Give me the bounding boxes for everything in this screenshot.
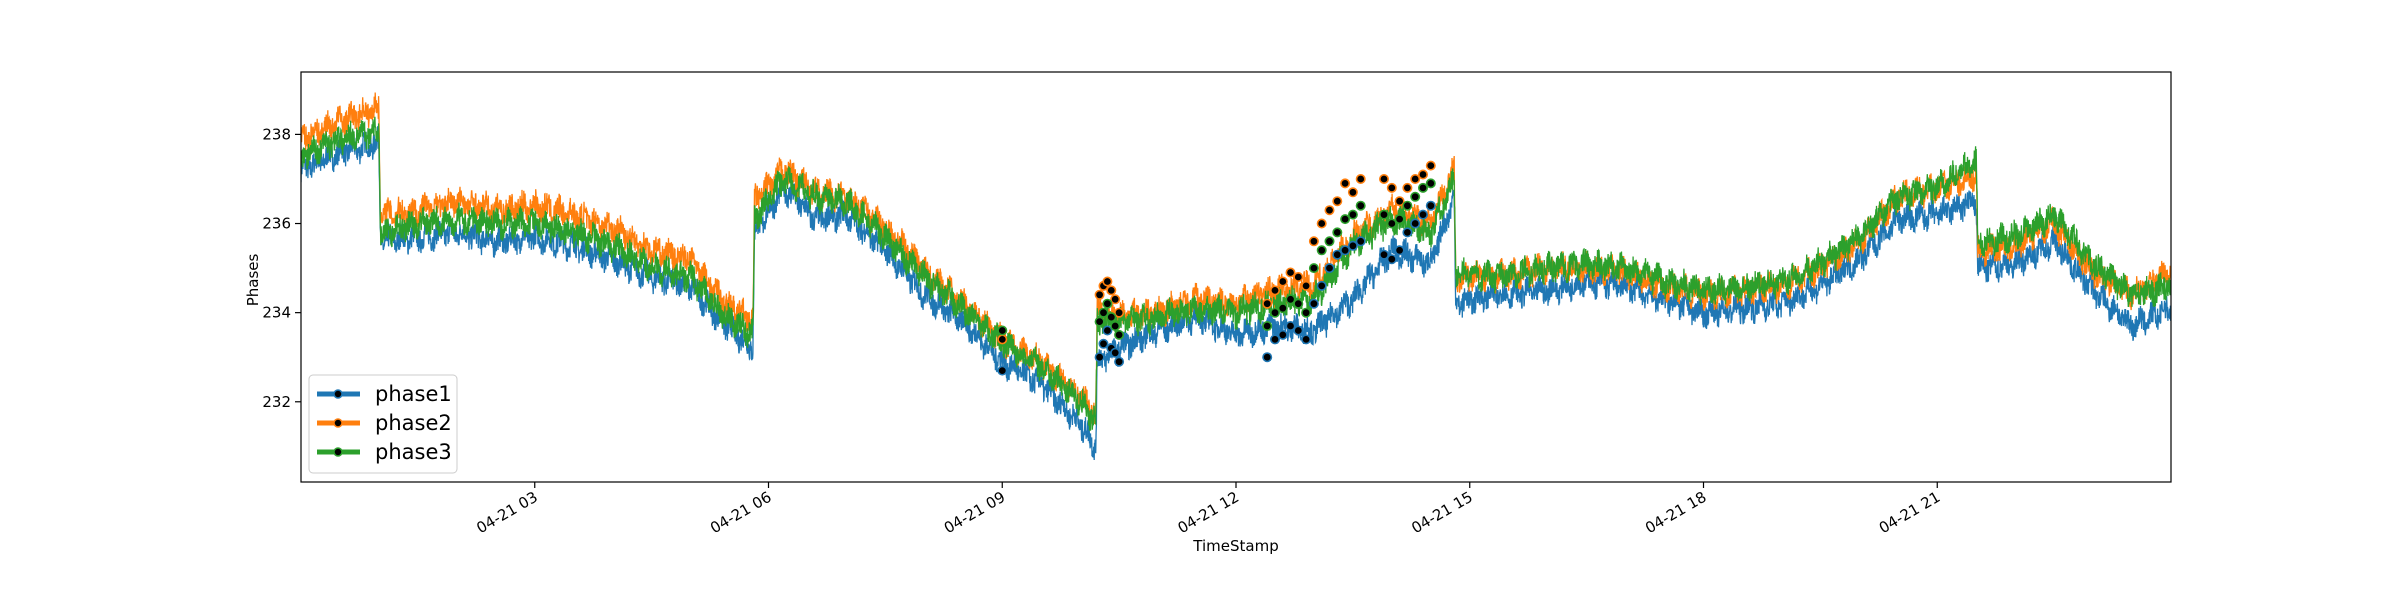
marker-point-phase1 <box>1094 352 1105 363</box>
marker-point-phase3 <box>997 325 1008 336</box>
y-tick-label: 232 <box>262 393 291 411</box>
marker-layer <box>997 160 1436 376</box>
marker-point-phase3 <box>1316 245 1327 256</box>
marker-point-phase2 <box>1355 174 1366 185</box>
marker-point-phase3 <box>1114 329 1125 340</box>
marker-point-phase1 <box>1379 249 1390 260</box>
marker-point-phase1 <box>1270 334 1281 345</box>
marker-point-phase3 <box>1347 209 1358 220</box>
marker-point-phase2 <box>1308 236 1319 247</box>
marker-point-phase1 <box>1386 254 1397 265</box>
marker-point-phase2 <box>1106 285 1117 296</box>
marker-point-phase2 <box>1277 276 1288 287</box>
marker-point-phase1 <box>1102 325 1113 336</box>
marker-point-phase1 <box>1425 200 1436 211</box>
marker-point-phase2 <box>1301 280 1312 291</box>
series-line-phase3 <box>301 116 2171 431</box>
marker-point-phase1 <box>1110 347 1121 358</box>
legend-label-phase1: phase1 <box>375 382 452 406</box>
marker-point-phase2 <box>1394 196 1405 207</box>
marker-point-phase3 <box>1394 214 1405 225</box>
marker-point-phase1 <box>1098 338 1109 349</box>
marker-point-phase2 <box>1418 169 1429 180</box>
marker-point-phase3 <box>1102 298 1113 309</box>
legend-label-phase3: phase3 <box>375 440 452 464</box>
marker-point-phase2 <box>1316 218 1327 229</box>
marker-point-phase3 <box>1379 209 1390 220</box>
marker-point-phase1 <box>1293 325 1304 336</box>
marker-point-phase3 <box>1425 178 1436 189</box>
marker-point-phase1 <box>1418 209 1429 220</box>
marker-point-phase2 <box>1262 298 1273 309</box>
marker-point-phase1 <box>1262 352 1273 363</box>
legend-marker-phase2 <box>333 418 343 428</box>
marker-point-phase2 <box>1094 289 1105 300</box>
marker-point-phase3 <box>1285 294 1296 305</box>
legend-box <box>308 374 458 474</box>
marker-point-phase2 <box>1102 276 1113 287</box>
marker-point-phase2 <box>1402 182 1413 193</box>
marker-point-phase3 <box>1324 236 1335 247</box>
marker-point-phase1 <box>1301 334 1312 345</box>
marker-point-phase2 <box>1386 182 1397 193</box>
marker-point-phase3 <box>1410 191 1421 202</box>
marker-point-phase1 <box>1277 329 1288 340</box>
marker-point-phase1 <box>1114 356 1125 367</box>
marker-point-phase3 <box>1098 307 1109 318</box>
marker-point-phase2 <box>1332 196 1343 207</box>
legend-marker-phase1 <box>333 389 343 399</box>
y-tick-label: 236 <box>262 215 291 233</box>
marker-point-phase3 <box>1301 307 1312 318</box>
marker-point-phase1 <box>1324 263 1335 274</box>
marker-point-phase1 <box>997 365 1008 376</box>
marker-point-phase3 <box>1293 298 1304 309</box>
marker-point-phase2 <box>1270 285 1281 296</box>
marker-point-phase3 <box>1386 218 1397 229</box>
marker-point-phase3 <box>1094 316 1105 327</box>
marker-point-phase2 <box>1379 174 1390 185</box>
marker-point-phase3 <box>1418 182 1429 193</box>
marker-point-phase3 <box>1262 320 1273 331</box>
marker-point-phase1 <box>1308 298 1319 309</box>
marker-point-phase2 <box>1340 178 1351 189</box>
marker-point-phase2 <box>1293 271 1304 282</box>
marker-point-phase3 <box>1308 263 1319 274</box>
legend-label-phase2: phase2 <box>375 411 452 435</box>
marker-point-phase1 <box>1347 240 1358 251</box>
marker-point-phase1 <box>1394 245 1405 256</box>
marker-point-phase2 <box>1114 307 1125 318</box>
marker-point-phase2 <box>1425 160 1436 171</box>
marker-point-phase3 <box>1402 200 1413 211</box>
y-tick-label: 234 <box>262 304 291 322</box>
series-layer <box>301 92 2171 461</box>
legend-marker-phase3 <box>333 447 343 457</box>
y-axis: 232 234 236 238 <box>262 125 301 411</box>
marker-point-phase3 <box>1340 214 1351 225</box>
marker-point-phase3 <box>1332 227 1343 238</box>
marker-point-phase3 <box>1270 307 1281 318</box>
marker-point-phase3 <box>1106 312 1117 323</box>
marker-point-phase3 <box>1110 320 1121 331</box>
marker-point-phase1 <box>1285 320 1296 331</box>
marker-point-phase2 <box>1110 294 1121 305</box>
y-tick-label: 238 <box>262 125 291 143</box>
legend: phase1 phase2 phase3 <box>308 374 458 474</box>
marker-point-phase3 <box>1355 200 1366 211</box>
marker-point-phase1 <box>1410 218 1421 229</box>
marker-point-phase2 <box>1410 174 1421 185</box>
marker-point-phase2 <box>1347 187 1358 198</box>
marker-point-phase2 <box>1285 267 1296 278</box>
marker-point-phase1 <box>1402 227 1413 238</box>
marker-point-phase2 <box>1324 205 1335 216</box>
marker-point-phase1 <box>1355 236 1366 247</box>
marker-point-phase1 <box>1316 280 1327 291</box>
marker-point-phase1 <box>1332 249 1343 260</box>
y-axis-label: Phases <box>244 254 262 307</box>
marker-point-phase1 <box>1340 245 1351 256</box>
marker-point-phase2 <box>997 334 1008 345</box>
marker-point-phase3 <box>1277 303 1288 314</box>
x-axis-label: TimeStamp <box>1192 537 1278 555</box>
